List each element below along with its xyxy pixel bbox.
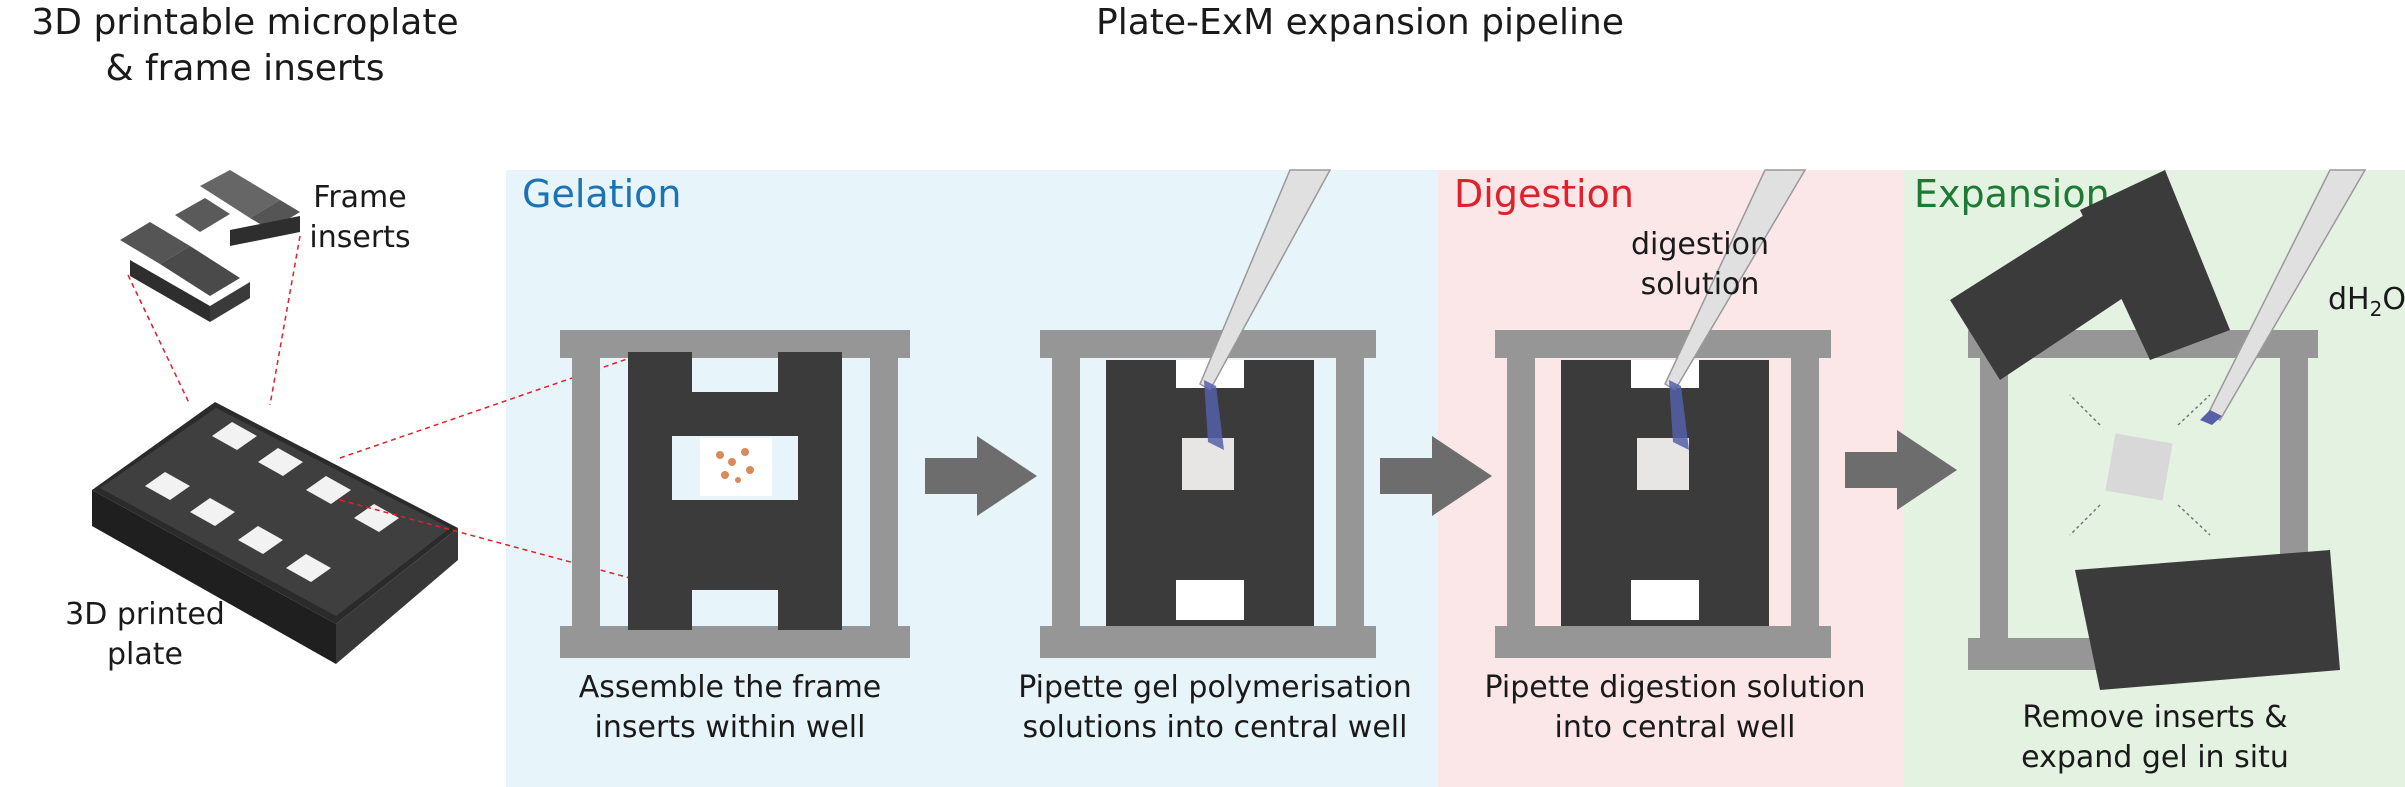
gelation-heading: Gelation xyxy=(522,172,682,216)
step3-caption: Pipette digestion solution into central … xyxy=(1484,670,1866,745)
step1-caption: Assemble the frame inserts within well xyxy=(578,670,882,745)
frame-insert-3d xyxy=(120,170,300,322)
step4-well-illustration xyxy=(1950,169,2367,690)
plate-label: 3D printed plate xyxy=(65,597,225,672)
arrow-1 xyxy=(925,436,1037,516)
arrow-3 xyxy=(1845,430,1957,510)
dh2o-label: dH2O xyxy=(2328,282,2405,321)
microplate-3d xyxy=(92,402,458,664)
pipette xyxy=(1199,169,1332,450)
removed-insert-bottom xyxy=(2075,550,2340,690)
pipette xyxy=(1664,169,1807,450)
arrow-2 xyxy=(1380,436,1492,516)
expansion-heading: Expansion xyxy=(1914,172,2110,216)
frame-insert-piece xyxy=(628,352,842,630)
gel-square xyxy=(1182,438,1234,490)
pipette xyxy=(2200,169,2367,425)
step2-well-illustration xyxy=(1040,169,1376,658)
well-frame xyxy=(560,330,910,658)
removed-insert-top xyxy=(1950,170,2230,380)
sample-cells xyxy=(716,448,754,483)
plate-illustration xyxy=(92,170,631,664)
step1-well-illustration xyxy=(560,330,910,658)
expanded-gel xyxy=(2105,433,2173,501)
digestion-solution-label: digestion solution xyxy=(1631,227,1769,302)
step3-well-illustration xyxy=(1495,169,1831,658)
left-title: 3D printable microplate & frame inserts xyxy=(31,2,459,89)
frame-inserts-label: Frame inserts xyxy=(309,180,411,255)
digestion-heading: Digestion xyxy=(1454,172,1634,216)
central-well xyxy=(700,438,772,496)
step4-caption: Remove inserts & expand gel in situ xyxy=(2021,700,2289,775)
pipeline-title: Plate-ExM expansion pipeline xyxy=(1096,2,1624,43)
step2-caption: Pipette gel polymerisation solutions int… xyxy=(1018,670,1412,745)
